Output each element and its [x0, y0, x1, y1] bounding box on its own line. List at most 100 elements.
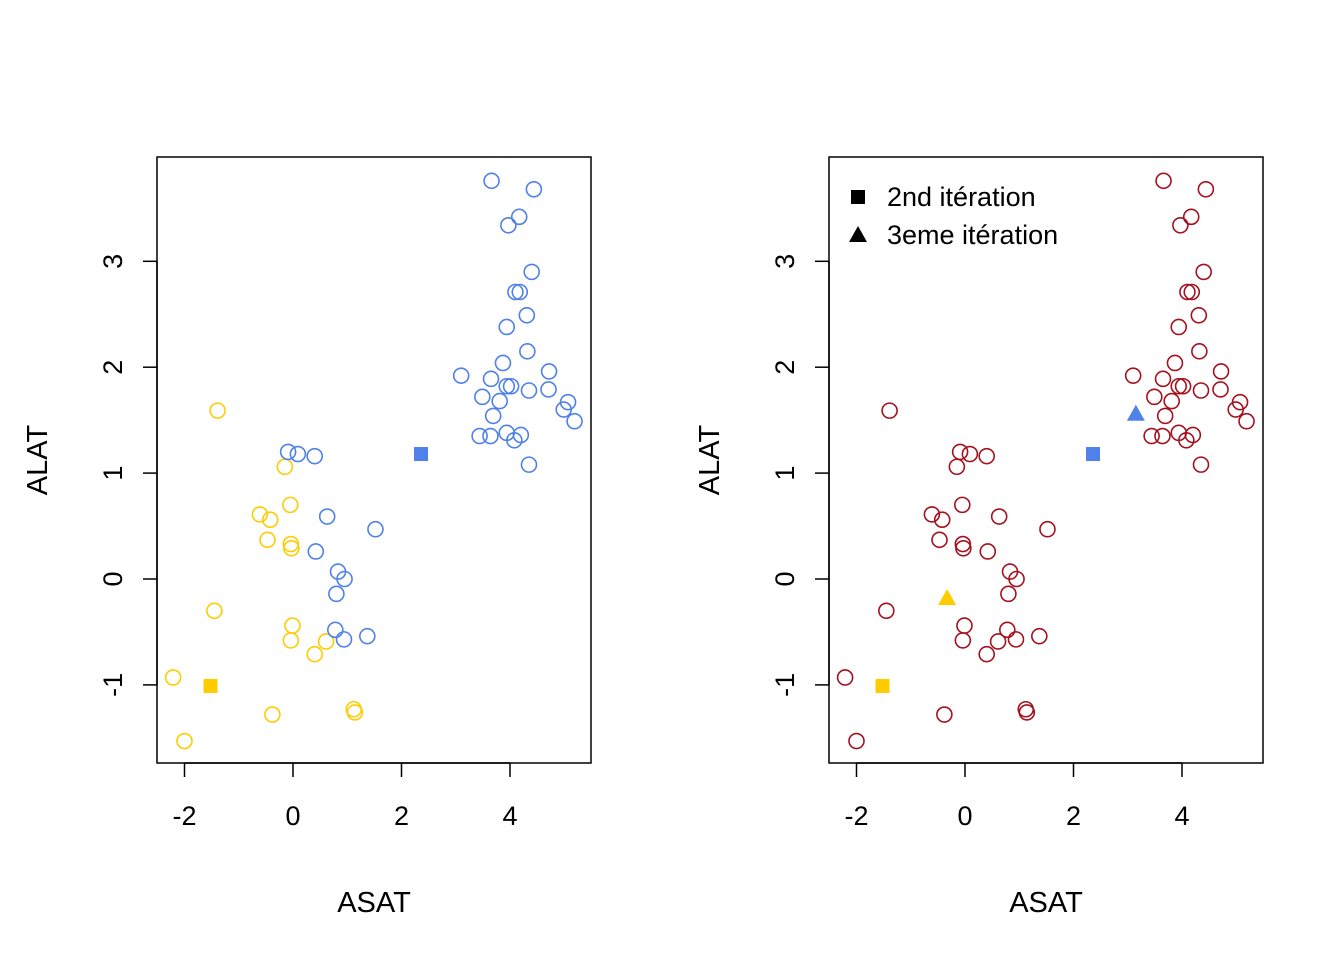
centroid-triangle: [1126, 404, 1145, 421]
data-point: [507, 283, 524, 301]
y-axis-label: ALAT: [22, 425, 54, 496]
data-point: [979, 543, 997, 560]
legend-square-icon: [851, 190, 865, 204]
data-point: [483, 172, 500, 190]
data-point: [990, 508, 1008, 525]
data-point: [1172, 216, 1189, 234]
data-point: [306, 645, 324, 663]
data-point: [484, 407, 502, 425]
data-point: [511, 283, 529, 301]
data-point: [1190, 307, 1208, 324]
data-point: [1212, 381, 1229, 398]
data-point: [176, 732, 193, 750]
data-point: [933, 511, 951, 528]
data-point: [498, 377, 516, 395]
y-tick-label: 0: [770, 571, 800, 586]
data-point: [498, 318, 516, 336]
data-point: [1000, 585, 1017, 603]
data-point: [1195, 263, 1212, 281]
centroid-square: [875, 678, 890, 693]
x-tick-label: 2: [394, 801, 409, 831]
data-point: [264, 706, 281, 723]
data-point: [276, 458, 294, 476]
data-point: [518, 307, 536, 324]
data-point: [452, 367, 470, 384]
data-point: [1154, 370, 1172, 388]
y-tick-label: 3: [770, 254, 800, 269]
x-tick-label: -2: [172, 801, 196, 831]
y-tick-label: 0: [98, 571, 128, 586]
centroid-triangle: [938, 589, 957, 606]
data-point: [848, 732, 865, 750]
data-point: [999, 621, 1016, 639]
data-point: [510, 208, 528, 226]
data-point: [482, 427, 499, 445]
y-tick-label: 2: [770, 360, 800, 375]
data-point: [279, 443, 297, 461]
data-point: [1163, 392, 1180, 410]
data-point: [519, 343, 536, 360]
centroid-square: [1086, 447, 1101, 462]
data-point: [336, 570, 353, 588]
data-point: [525, 180, 543, 198]
data-point: [1178, 431, 1195, 449]
x-tick-label: -2: [844, 801, 868, 831]
centroid-square: [203, 678, 218, 693]
data-point: [1170, 377, 1188, 395]
data-point: [1170, 318, 1188, 336]
data-point: [836, 669, 854, 686]
data-point: [164, 669, 182, 686]
legend-triangle-icon: [849, 226, 867, 242]
data-point: [1154, 427, 1171, 445]
data-point: [1143, 427, 1160, 445]
data-point: [327, 621, 344, 639]
data-point: [1227, 401, 1245, 418]
y-tick-label: 1: [770, 466, 800, 481]
legend-label: 2nd itération: [887, 182, 1036, 212]
data-point: [1166, 354, 1184, 372]
data-point: [951, 443, 969, 461]
scatter-panel-1: -2 0 2 4 -1 0 1 2 3 ASAT ALAT: [22, 156, 592, 919]
data-point: [931, 531, 948, 549]
data-point: [1238, 412, 1255, 430]
plot-frame: [156, 156, 592, 764]
y-tick-label: 2: [98, 360, 128, 375]
x-tick-label: 0: [957, 801, 972, 831]
data-point: [289, 445, 307, 463]
data-point: [566, 412, 583, 430]
data-point: [1192, 382, 1210, 399]
data-point: [1184, 426, 1202, 444]
data-point: [1182, 208, 1200, 226]
x-tick-label: 0: [285, 801, 300, 831]
data-point: [318, 508, 336, 525]
data-point: [502, 377, 520, 395]
y-axis-label: ALAT: [694, 425, 726, 496]
data-point: [1155, 172, 1172, 190]
data-point: [881, 402, 898, 419]
data-point: [955, 539, 972, 557]
data-point: [1183, 283, 1201, 301]
data-point: [251, 506, 269, 523]
legend-label: 3eme itération: [887, 220, 1058, 250]
data-point: [328, 585, 345, 603]
scatter-panel-2: -2 0 2 4 -1 0 1 2 3 ASAT ALAT 2nd itération 3eme ité…: [694, 156, 1264, 919]
data-point: [307, 543, 325, 560]
y-tick-label: 1: [98, 466, 128, 481]
y-tick-label: -1: [98, 673, 128, 697]
data-point: [494, 354, 512, 372]
data-point: [523, 263, 541, 281]
data-point: [512, 426, 530, 444]
data-point: [259, 531, 276, 549]
data-point: [346, 704, 364, 721]
data-point: [978, 645, 996, 663]
data-point: [923, 506, 941, 523]
data-point: [471, 427, 488, 445]
data-point: [953, 496, 971, 514]
data-point: [954, 632, 972, 649]
data-point: [209, 402, 226, 419]
data-point: [961, 445, 979, 463]
data-point: [1174, 377, 1192, 395]
data-point: [540, 363, 558, 380]
x-tick-label: 2: [1066, 801, 1081, 831]
x-axis-label: ASAT: [337, 887, 411, 919]
